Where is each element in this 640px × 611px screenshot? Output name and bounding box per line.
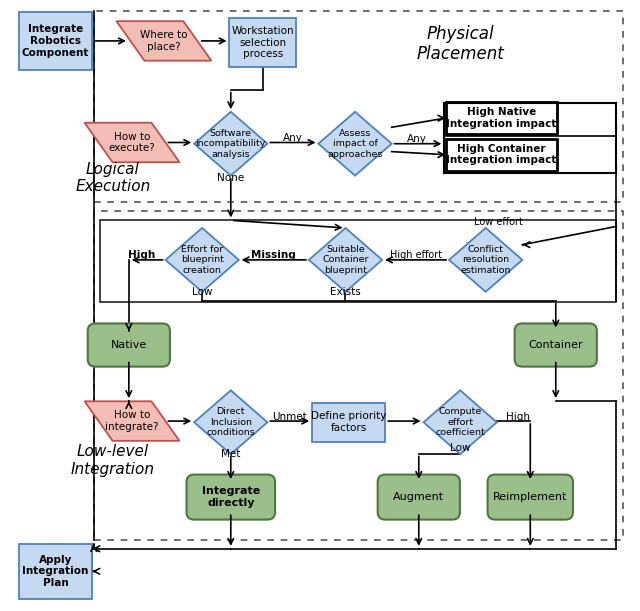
Text: Software
incompatibility
analysis: Software incompatibility analysis (196, 129, 266, 159)
Text: Reimplement: Reimplement (493, 492, 568, 502)
FancyBboxPatch shape (446, 102, 557, 134)
Text: Missing: Missing (251, 250, 296, 260)
Bar (94, 211, 623, 540)
Text: Suitable
Container
blueprint: Suitable Container blueprint (322, 245, 369, 275)
Text: Conflict
resolution
estimation: Conflict resolution estimation (460, 245, 511, 275)
FancyBboxPatch shape (515, 323, 597, 367)
Text: Exists: Exists (330, 287, 361, 297)
FancyBboxPatch shape (19, 12, 92, 70)
Text: None: None (217, 173, 244, 183)
Polygon shape (84, 401, 179, 441)
Text: Augment: Augment (393, 492, 444, 502)
FancyBboxPatch shape (88, 323, 170, 367)
Text: Define priority
factors: Define priority factors (311, 411, 387, 433)
Text: High Container
Integration impact: High Container Integration impact (447, 144, 557, 166)
FancyBboxPatch shape (19, 544, 92, 599)
Text: Any: Any (407, 134, 427, 144)
Text: Container: Container (529, 340, 583, 350)
Text: Unmet: Unmet (272, 412, 307, 422)
Polygon shape (84, 123, 179, 163)
FancyBboxPatch shape (186, 475, 275, 519)
Text: Any: Any (284, 133, 303, 143)
Text: High: High (128, 250, 156, 260)
Text: Assess
impact of
approaches: Assess impact of approaches (327, 129, 383, 159)
Text: Met: Met (221, 449, 241, 459)
FancyBboxPatch shape (488, 475, 573, 519)
Text: Workstation
selection
process: Workstation selection process (231, 26, 294, 59)
Bar (444, 103, 616, 173)
Text: Logical
Execution: Logical Execution (76, 161, 150, 194)
Polygon shape (194, 390, 268, 454)
Text: Low: Low (450, 444, 470, 453)
Text: High: High (506, 412, 529, 422)
Text: Native: Native (111, 340, 147, 350)
Bar (94, 10, 623, 202)
Text: Physical
Placement: Physical Placement (416, 24, 504, 64)
FancyBboxPatch shape (312, 403, 385, 442)
Text: Low-level
Integration: Low-level Integration (71, 444, 155, 477)
Text: Integrate
directly: Integrate directly (202, 486, 260, 508)
Bar (100, 221, 616, 302)
Polygon shape (194, 112, 268, 175)
Text: How to
execute?: How to execute? (109, 132, 156, 153)
Text: Apply
Integration
Plan: Apply Integration Plan (22, 555, 89, 588)
Text: How to
integrate?: How to integrate? (105, 410, 159, 432)
Polygon shape (116, 21, 211, 60)
Text: Where to
place?: Where to place? (140, 30, 188, 52)
FancyBboxPatch shape (378, 475, 460, 519)
Text: Integrate
Robotics
Component: Integrate Robotics Component (22, 24, 89, 57)
Text: High effort: High effort (390, 250, 442, 260)
Polygon shape (424, 390, 497, 454)
Polygon shape (449, 228, 522, 292)
Text: High Native
Integration impact: High Native Integration impact (447, 108, 557, 129)
Text: Low: Low (192, 287, 212, 297)
FancyBboxPatch shape (446, 139, 557, 171)
Polygon shape (309, 228, 382, 292)
Text: Compute
effort
coefficient: Compute effort coefficient (435, 408, 485, 437)
Polygon shape (319, 112, 392, 175)
Text: Effort for
blueprint
creation: Effort for blueprint creation (180, 245, 223, 275)
FancyBboxPatch shape (229, 18, 296, 67)
Text: Low effort: Low effort (474, 217, 523, 227)
Polygon shape (166, 228, 239, 292)
Text: Direct
Inclusion
conditions: Direct Inclusion conditions (207, 408, 255, 437)
